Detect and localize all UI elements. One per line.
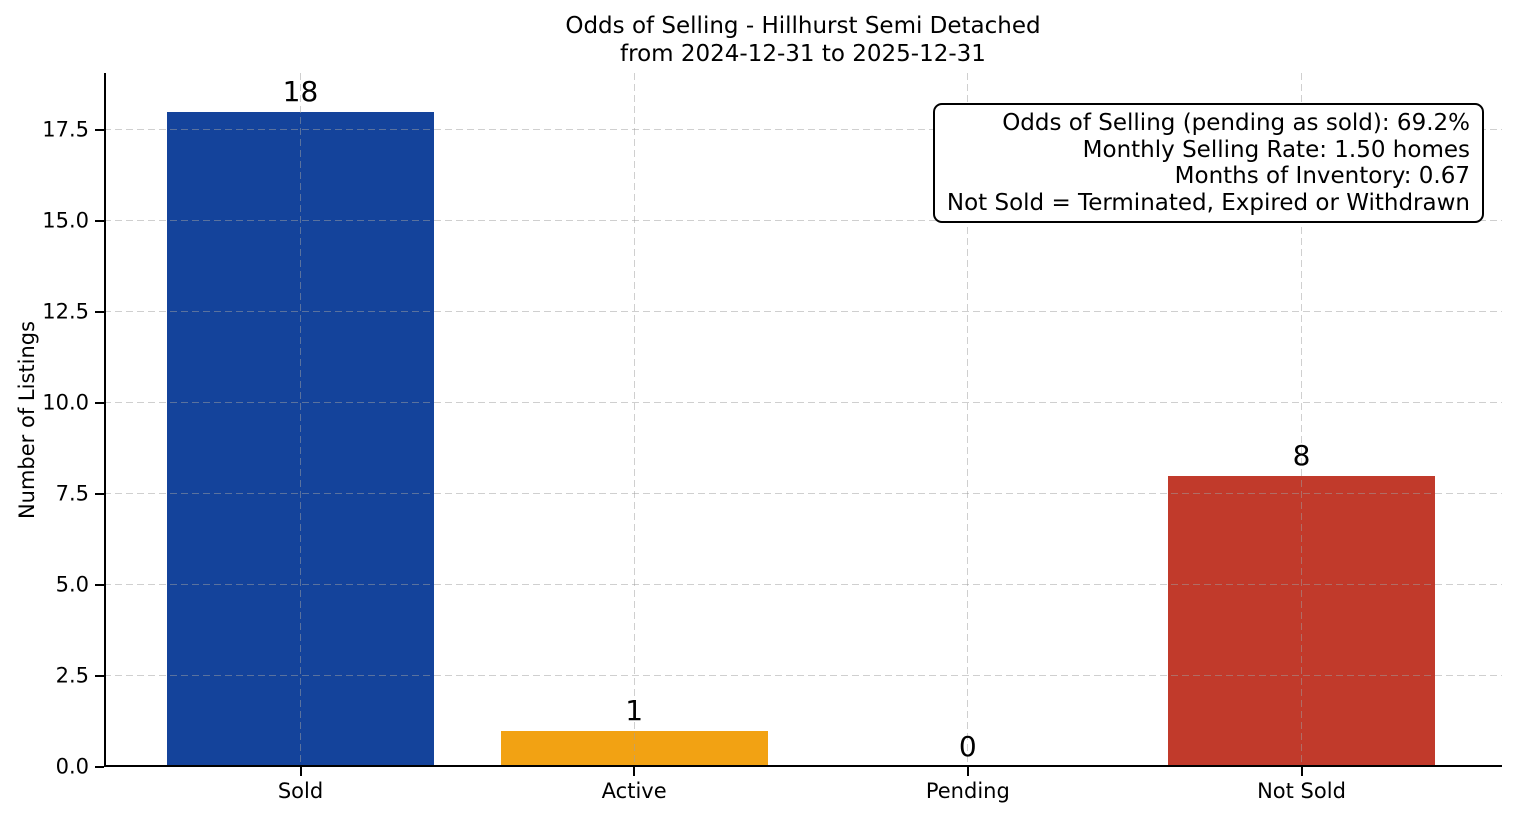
x-axis-spine [104,765,1502,767]
horizontal-gridline [104,493,1502,495]
bar-value-label: 0 [958,730,977,763]
y-tick-label: 5.0 [55,572,89,597]
y-axis-label: Number of Listings [15,320,39,520]
chart-title-line2: from 2024-12-31 to 2025-12-31 [620,41,986,67]
x-tick-label: Not Sold [1257,779,1346,803]
bar-value-label: 8 [1292,438,1311,472]
y-tick-label: 15.0 [42,208,89,233]
x-axis-tick [966,767,969,776]
y-tick-label: 10.0 [42,390,89,415]
annotation-line-rate: Monthly Selling Rate: 1.50 homes [1082,136,1470,163]
horizontal-gridline [104,129,1502,131]
x-axis-tick [299,767,302,776]
x-axis-tick [1300,767,1303,776]
y-tick-label: 2.5 [55,663,89,688]
horizontal-gridline [104,220,1502,222]
bar-value-label: 18 [282,74,319,108]
horizontal-gridline [104,402,1502,404]
bar-value-label: 1 [625,693,644,727]
vertical-gridline [300,73,301,767]
y-axis-tick [95,128,104,131]
x-axis-tick [633,767,636,776]
plot-area: 18 1 0 8 0.0 2.5 5.0 7.5 10.0 12.5 15.0 17.5 Sold Ac… [42,73,1502,802]
annotation-box: Odds of Selling (pending as sold): 69.2%… [932,103,1484,223]
x-tick-label: Active [601,779,667,803]
y-tick-label: 7.5 [55,481,89,506]
chart-title-line1: Odds of Selling - Hillhurst Semi Detache… [565,13,1041,39]
y-axis-tick [95,310,104,313]
y-tick-label: 12.5 [42,299,89,324]
y-axis-tick [95,583,104,586]
horizontal-gridline [104,311,1502,313]
y-axis-tick [95,401,104,404]
annotation-line-inventory: Months of Inventory: 0.67 [1174,163,1470,189]
x-tick-label: Pending [925,779,1010,803]
vertical-gridline [633,73,635,767]
vertical-gridline [967,73,969,767]
annotation-line-notsold: Not Sold = Terminated, Expired or Withdr… [946,189,1470,216]
chart-title: Odds of Selling - Hillhurst Semi Detache… [104,12,1502,68]
y-axis-tick [95,766,104,768]
y-axis-tick [95,492,104,495]
y-tick-label: 0.0 [55,754,89,779]
horizontal-gridline [104,584,1502,586]
y-axis-tick [95,219,104,222]
y-tick-label: 17.5 [42,117,89,142]
y-axis-spine [104,73,106,767]
y-axis-tick [95,674,104,677]
vertical-gridline [1301,73,1302,767]
x-tick-label: Sold [277,779,324,803]
horizontal-gridline [104,675,1502,677]
annotation-line-odds: Odds of Selling (pending as sold): 69.2% [1002,110,1470,136]
